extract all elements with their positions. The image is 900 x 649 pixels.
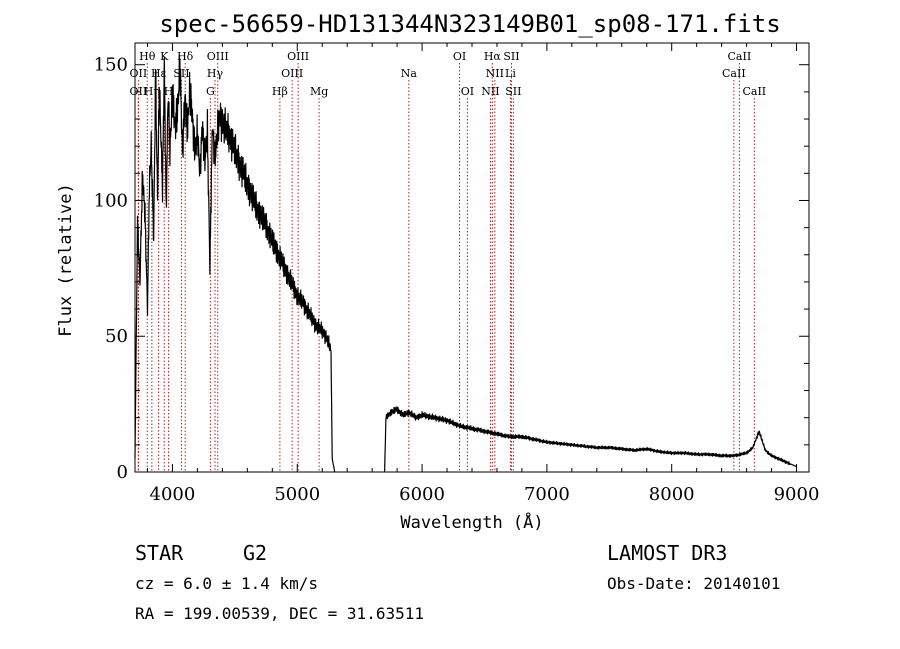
spectral-line-label: SII: [503, 50, 519, 63]
object-type: STAR: [135, 541, 184, 565]
spectrum-line-segment: [134, 54, 336, 473]
spectral-line-label: Na: [401, 67, 418, 80]
y-axis-label: Flux (relative): [56, 183, 76, 337]
spectral-line-label: OI: [461, 85, 474, 98]
spectral-line-label: Hδ: [177, 50, 194, 63]
spectral-line-label: H: [164, 85, 174, 98]
spectral-line-label: SII: [505, 85, 521, 98]
spectral-line-label: Hη: [144, 85, 160, 98]
y-tick-label: 100: [94, 190, 128, 211]
spectral-line-label: OII: [130, 67, 148, 80]
y-tick-label: 150: [94, 55, 128, 76]
spectral-line-label: CaII: [722, 67, 746, 80]
spectrum-line-segment: [384, 406, 797, 473]
x-tick-label: 6000: [399, 484, 445, 505]
x-tick-label: 5000: [274, 484, 320, 505]
spectral-line-label: Mg: [310, 85, 328, 98]
chart-title: spec-56659-HD131344N323149B01_sp08-171.f…: [159, 10, 780, 38]
spectral-line-label: Li: [505, 67, 516, 80]
spectral-line-label: OI: [453, 50, 466, 63]
object-subclass: G2: [243, 541, 267, 565]
spectral-line-label: Hγ: [207, 67, 224, 80]
spectral-line-label: G: [206, 85, 215, 98]
x-tick-label: 8000: [649, 484, 695, 505]
sky-coordinates: RA = 199.00539, DEC = 31.63511: [135, 604, 424, 623]
x-tick-label: 4000: [150, 484, 196, 505]
survey-name: LAMOST DR3: [607, 541, 727, 565]
spectral-line-label: NII: [481, 85, 499, 98]
observation-date: Obs-Date: 20140101: [607, 574, 780, 593]
spectral-line-label: K: [160, 50, 169, 63]
spectral-line-label: OIII: [207, 50, 229, 63]
axis-ticks: 4000 5000 6000 7000 8000 9000 0 50 100 150: [94, 43, 820, 505]
x-axis-label: Wavelength (Å): [400, 511, 543, 533]
spectral-line-label: OIII: [281, 67, 303, 80]
spectral-line-label: SII: [173, 67, 189, 80]
spectral-line-label: CaII: [728, 50, 752, 63]
y-tick-label: 0: [117, 462, 128, 483]
x-tick-label: 9000: [774, 484, 820, 505]
spectral-line-label: OIII: [287, 50, 309, 63]
spectral-line-label: NII: [486, 67, 504, 80]
redshift-value: cz = 6.0 ± 1.4 km/s: [135, 574, 318, 593]
y-tick-label: 50: [105, 326, 128, 347]
spectral-line-label: Hβ: [272, 85, 288, 98]
spectral-line-label: CaII: [742, 85, 766, 98]
spectral-line-label: Hθ: [139, 50, 156, 63]
spectral-line-label: Hα: [484, 50, 502, 63]
x-tick-label: 7000: [524, 484, 570, 505]
spectrum-series: [134, 54, 797, 473]
